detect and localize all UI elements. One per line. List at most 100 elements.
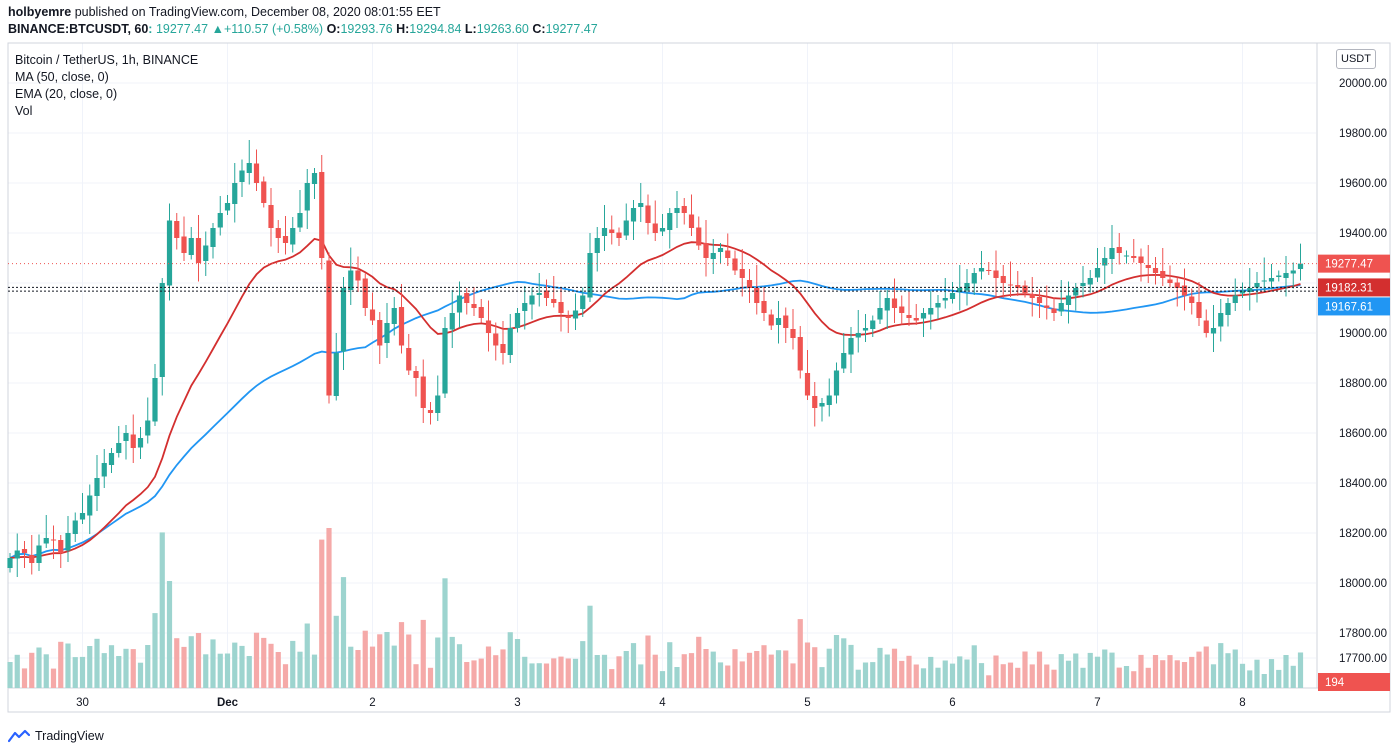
- volume-bar: [928, 656, 934, 688]
- volume-bar: [986, 675, 992, 688]
- volume-bar: [1297, 652, 1304, 688]
- candle-body: [174, 221, 180, 238]
- candle-body: [398, 307, 405, 346]
- candle-body: [500, 344, 506, 353]
- volume-bar: [282, 664, 289, 688]
- candle-body: [1022, 285, 1028, 293]
- candle-body: [630, 208, 637, 222]
- volume-bar: [761, 645, 767, 688]
- legend-ma[interactable]: MA (50, close, 0): [15, 70, 109, 84]
- volume-bar: [152, 613, 158, 688]
- volume-bar: [456, 644, 463, 688]
- candle-body: [449, 313, 455, 330]
- volume-bar: [326, 528, 332, 688]
- volume-bar: [725, 665, 731, 688]
- footer-brand[interactable]: TradingView: [8, 727, 104, 745]
- ema-line: [9, 237, 1301, 559]
- volume-bar: [652, 654, 658, 688]
- candles: [7, 140, 1304, 577]
- volume-bar: [253, 632, 260, 688]
- volume-bar: [623, 651, 629, 688]
- candle-body: [326, 260, 332, 396]
- candle-body: [145, 420, 151, 436]
- candle-body: [819, 403, 825, 407]
- volume-bar: [493, 655, 499, 688]
- legend-ema[interactable]: EMA (20, close, 0): [15, 87, 118, 101]
- high-value: 19294.84: [409, 22, 462, 36]
- volume-bar: [783, 650, 789, 688]
- volume-bar: [775, 650, 782, 688]
- candle-body: [116, 443, 122, 453]
- candle-body: [1123, 255, 1130, 257]
- volume-bar: [406, 634, 412, 688]
- volume-bar: [601, 654, 608, 688]
- volume-bar: [913, 664, 919, 688]
- candle-body: [1000, 276, 1006, 283]
- candle-body: [1073, 288, 1079, 296]
- tradingview-logo-icon: [8, 729, 30, 743]
- volume-bar: [971, 645, 977, 688]
- candle-body: [1174, 282, 1180, 288]
- volume-bar: [855, 669, 861, 688]
- volume-bar: [7, 662, 13, 688]
- symbol-name: BINANCE:BTCUSDT, 60: [8, 22, 149, 36]
- candle-body: [181, 236, 187, 253]
- volume-bar: [369, 646, 376, 688]
- candle-body: [333, 353, 339, 396]
- y-tick-label: 18800.00: [1339, 378, 1387, 390]
- volume-bar: [333, 615, 339, 688]
- publisher-name[interactable]: holbyemre: [8, 5, 72, 19]
- candle-body: [870, 320, 876, 329]
- ma-price-label: 19167.61: [1318, 297, 1390, 316]
- candle-body: [1058, 303, 1064, 312]
- volume-bar: [645, 635, 651, 688]
- candle-body: [427, 410, 434, 413]
- candle-body: [565, 315, 571, 318]
- volume-bar: [116, 656, 122, 688]
- volume-bar: [543, 663, 550, 688]
- volume-bar: [870, 662, 876, 688]
- candle-body: [717, 248, 724, 252]
- volume-bar: [572, 658, 579, 688]
- volume-bar: [123, 648, 129, 688]
- volume-bar: [536, 663, 542, 688]
- volume-bar: [587, 605, 593, 688]
- volume-bar: [826, 648, 832, 688]
- candle-body: [594, 238, 600, 253]
- volume-bar: [754, 651, 760, 688]
- volume-bar: [58, 641, 64, 688]
- ma-line: [9, 279, 1301, 559]
- brand-text: TradingView: [35, 729, 104, 743]
- volume-bar: [500, 649, 506, 688]
- candle-body: [804, 373, 811, 396]
- volume-bar: [1116, 667, 1122, 688]
- candle-body: [1290, 270, 1296, 274]
- candle-body: [101, 463, 107, 477]
- candle-body: [580, 295, 586, 309]
- candle-body: [942, 298, 948, 301]
- volume-bar: [239, 645, 245, 688]
- volume-bar: [304, 623, 310, 688]
- x-axis: 30 Dec 2 3 4 5 6 7 8: [76, 697, 1246, 709]
- legend-vol[interactable]: Vol: [15, 104, 33, 118]
- candle-body: [485, 320, 492, 333]
- volume-bar: [688, 653, 695, 688]
- volume-bar: [1080, 667, 1086, 688]
- candle-body: [1210, 328, 1217, 334]
- volume-bar: [1094, 656, 1101, 688]
- volume-bar: [674, 667, 680, 688]
- candle-body: [21, 549, 28, 553]
- candle-body: [362, 278, 368, 308]
- candle-body: [456, 295, 463, 313]
- volume-bar: [384, 632, 390, 688]
- volume-bar: [833, 635, 840, 688]
- candle-body: [1102, 258, 1108, 266]
- currency-badge[interactable]: USDT: [1336, 49, 1376, 69]
- candle-body: [1109, 248, 1115, 259]
- volume-bar: [377, 634, 383, 688]
- candle-body: [130, 434, 136, 448]
- candle-body: [855, 333, 861, 338]
- x-tick-label: 6: [949, 697, 955, 709]
- volume-bar: [391, 645, 397, 688]
